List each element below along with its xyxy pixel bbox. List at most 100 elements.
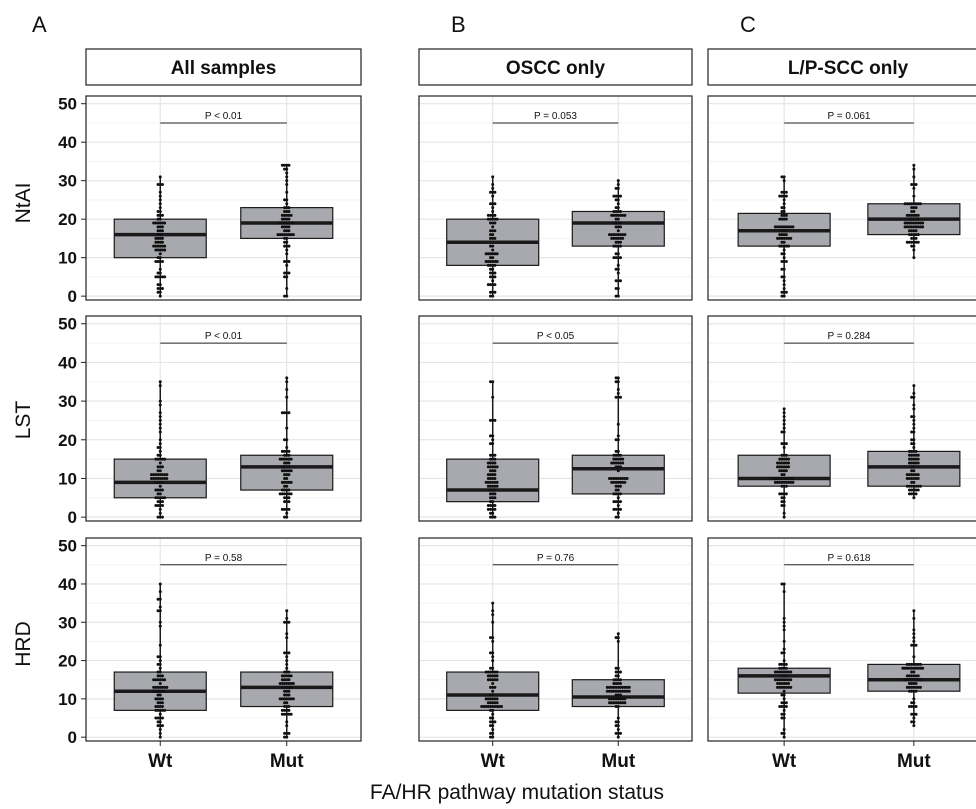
data-point: [156, 229, 160, 233]
data-point: [289, 213, 293, 217]
data-point: [154, 236, 158, 240]
data-point: [612, 209, 616, 213]
data-point: [289, 697, 293, 701]
data-point: [916, 674, 920, 678]
data-point: [489, 418, 493, 422]
data-point: [616, 209, 620, 213]
data-point: [491, 252, 495, 256]
data-point: [287, 163, 291, 167]
data-point: [489, 504, 493, 508]
data-point: [914, 461, 918, 465]
data-point: [493, 488, 497, 492]
data-point: [160, 504, 164, 508]
data-point: [910, 678, 914, 682]
data-point: [614, 500, 618, 504]
data-point: [489, 473, 493, 477]
data-point: [614, 221, 618, 225]
data-point: [287, 480, 291, 484]
data-point: [489, 500, 493, 504]
data-point: [912, 229, 916, 233]
data-point: [914, 236, 918, 240]
data-point: [158, 213, 162, 217]
data-point: [160, 674, 164, 678]
data-point: [158, 693, 162, 697]
data-point: [158, 701, 162, 705]
data-point: [912, 469, 916, 473]
data-point: [283, 670, 287, 674]
data-point: [782, 465, 786, 469]
data-point: [285, 449, 289, 453]
data-point: [489, 515, 493, 519]
x-tick-label-mut: Mut: [601, 751, 635, 772]
data-point: [154, 221, 158, 225]
data-point: [782, 256, 786, 260]
data-point: [782, 260, 786, 264]
data-point: [156, 453, 160, 457]
data-point: [784, 225, 788, 229]
data-point: [921, 221, 925, 225]
data-point: [621, 213, 625, 217]
data-point: [614, 267, 618, 271]
data-point: [486, 461, 490, 465]
data-point: [912, 426, 916, 430]
data-point: [154, 705, 158, 709]
data-point: [605, 689, 609, 693]
data-point: [285, 171, 289, 175]
data-point: [287, 670, 291, 674]
data-point: [287, 465, 291, 469]
data-point: [782, 492, 786, 496]
data-point: [612, 689, 616, 693]
data-point: [276, 233, 280, 237]
data-point: [158, 605, 162, 609]
data-point: [287, 213, 291, 217]
data-point: [912, 670, 916, 674]
data-point: [158, 175, 162, 179]
data-point: [610, 685, 614, 689]
data-point: [156, 290, 160, 294]
data-point: [780, 244, 784, 248]
data-point: [283, 651, 287, 655]
data-point: [782, 693, 786, 697]
data-point: [158, 697, 162, 701]
data-point: [912, 457, 916, 461]
data-point: [160, 457, 164, 461]
data-point: [156, 492, 160, 496]
data-point: [778, 233, 782, 237]
data-point: [780, 670, 784, 674]
data-point: [149, 473, 153, 477]
data-point: [784, 469, 788, 473]
data-point: [616, 294, 620, 298]
data-point: [158, 399, 162, 403]
data-point: [616, 500, 620, 504]
data-point: [280, 674, 284, 678]
data-point: [154, 504, 158, 508]
data-point: [912, 248, 916, 252]
data-point: [614, 279, 618, 283]
data-point: [780, 465, 784, 469]
data-point: [614, 720, 618, 724]
data-point: [778, 662, 782, 666]
data-point: [489, 221, 493, 225]
data-point: [158, 590, 162, 594]
data-point: [491, 229, 495, 233]
data-point: [491, 438, 495, 442]
data-point: [618, 682, 622, 686]
data-point: [618, 233, 622, 237]
data-point: [907, 461, 911, 465]
data-point: [616, 395, 620, 399]
data-point: [780, 240, 784, 244]
data-point: [778, 685, 782, 689]
data-point: [160, 221, 164, 225]
data-point: [493, 504, 497, 508]
data-point: [910, 492, 914, 496]
data-point: [493, 484, 497, 488]
data-point: [616, 682, 620, 686]
data-point: [285, 411, 289, 415]
data-point: [160, 260, 164, 264]
data-point: [287, 492, 291, 496]
data-point: [782, 651, 786, 655]
data-point: [616, 716, 620, 720]
data-point: [623, 701, 627, 705]
data-point: [149, 476, 153, 480]
data-point: [289, 469, 293, 473]
